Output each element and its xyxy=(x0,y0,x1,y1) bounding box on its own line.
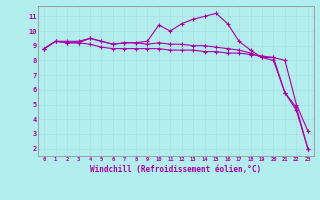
X-axis label: Windchill (Refroidissement éolien,°C): Windchill (Refroidissement éolien,°C) xyxy=(91,165,261,174)
